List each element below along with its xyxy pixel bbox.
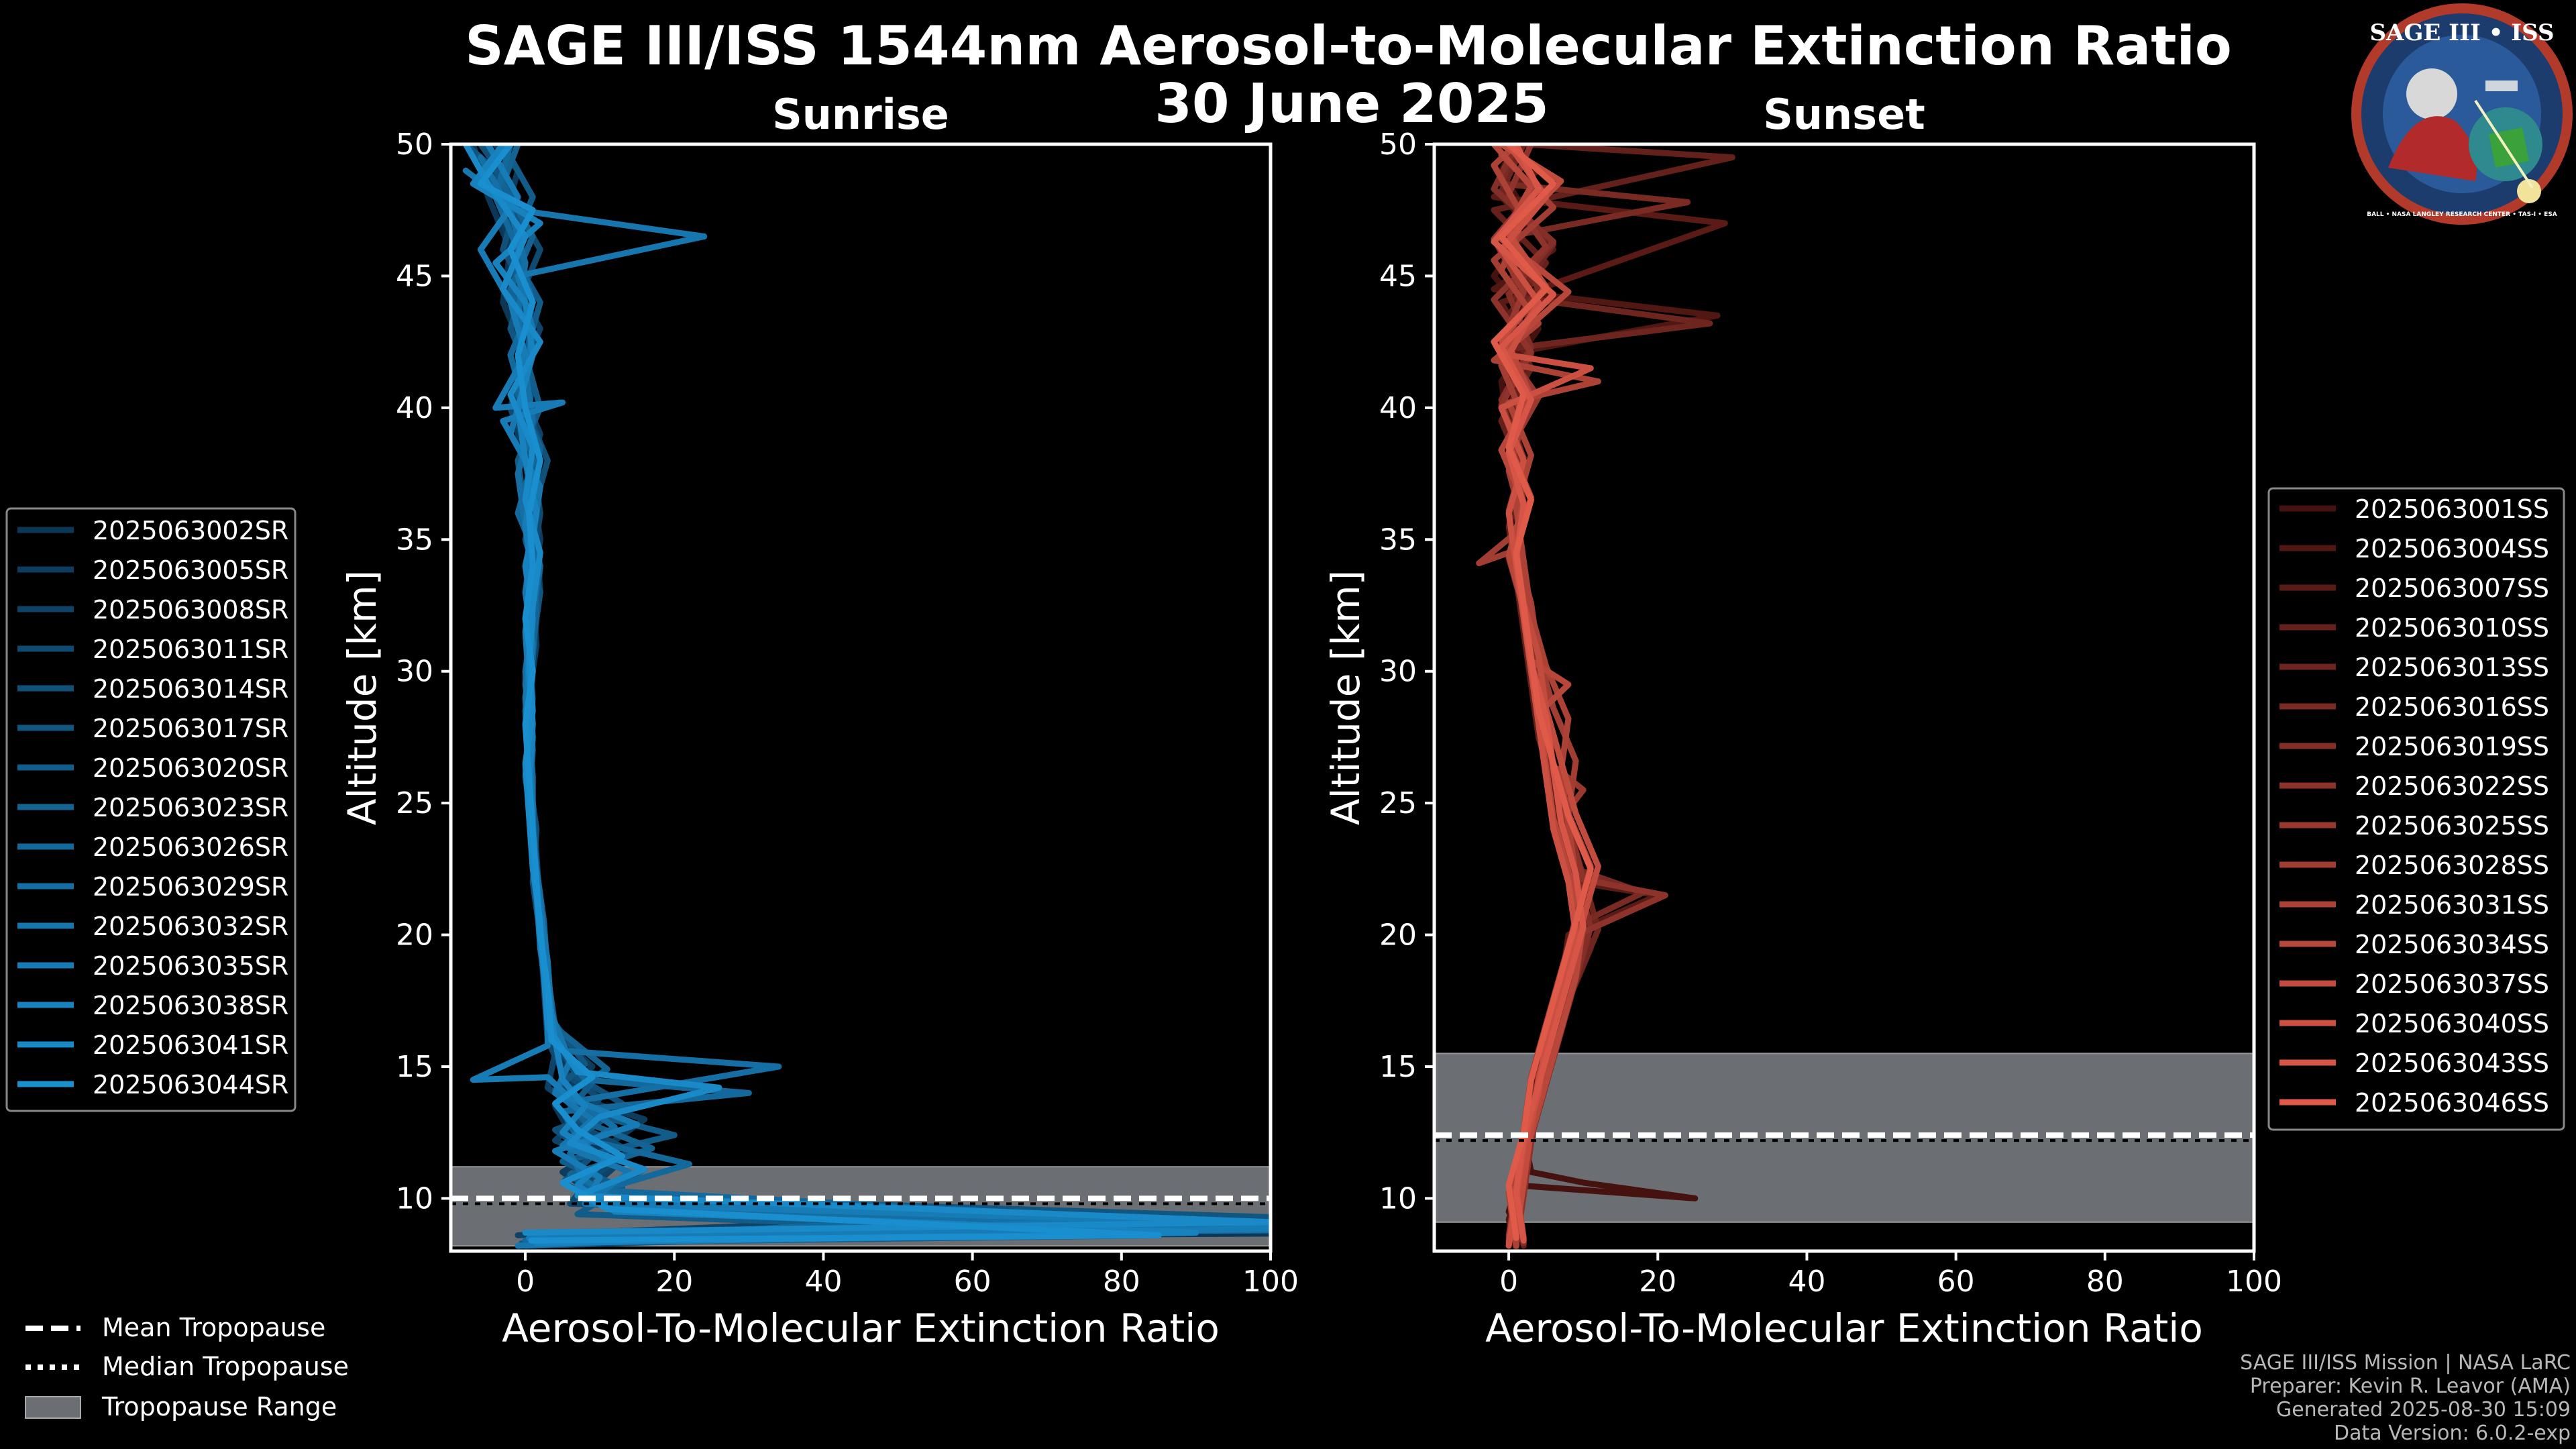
sunrise-legend: 2025063002SR 2025063005SR 2025063008SR 2025… <box>5 507 297 1112</box>
sunrise-legend-label: 2025063014SR <box>93 674 288 704</box>
sunrise-legend-label: 2025063023SR <box>93 793 288 822</box>
sunrise-legend-label: 2025063041SR <box>93 1030 288 1060</box>
sunset-xtick-label: 0 <box>1499 1265 1518 1299</box>
tropopause-range-label: Tropopause Range <box>101 1392 337 1421</box>
sunset-xtick-label: 100 <box>2226 1265 2282 1299</box>
mean-tropopause-label: Mean Tropopause <box>102 1313 325 1342</box>
sunset-ytick-label: 15 <box>1379 1050 1417 1084</box>
sunrise-ylabel: Altitude [km] <box>339 570 385 825</box>
sunset-legend-label: 2025063010SS <box>2355 613 2549 643</box>
sunrise-xtick-label: 60 <box>954 1265 991 1299</box>
sunrise-ytick-label: 15 <box>396 1050 433 1084</box>
sunset-legend-label: 2025063037SS <box>2355 969 2549 999</box>
sunset-ytick-label: 10 <box>1379 1181 1417 1216</box>
sunrise-plot-area <box>451 144 1271 1251</box>
sunrise-legend-label: 2025063044SR <box>93 1070 288 1099</box>
sunrise-legend-label: 2025063032SR <box>93 912 288 941</box>
sunrise-panel-title: Sunrise <box>772 90 949 139</box>
sunrise-xlabel: Aerosol-To-Molecular Extinction Ratio <box>502 1305 1220 1351</box>
figure-title: SAGE III/ISS 1544nm Aerosol-to-Molecular… <box>465 15 2232 77</box>
sunrise-xtick-label: 0 <box>516 1265 535 1299</box>
median-tropopause-label: Median Tropopause <box>102 1352 349 1381</box>
sunrise-legend-label: 2025063020SR <box>93 753 288 783</box>
sunset-ytick-label: 20 <box>1379 918 1417 953</box>
figure-date: 30 June 2025 <box>1155 72 1549 135</box>
sunset-ylabel: Altitude [km] <box>1323 570 1368 825</box>
sunset-series-2025063034SS <box>1491 144 1587 1246</box>
sunrise-ytick-label: 45 <box>396 259 433 293</box>
sunrise-legend-label: 2025063017SR <box>93 714 288 743</box>
credits-preparer: Preparer: Kevin R. Leavor (AMA) <box>2249 1375 2571 1398</box>
logo-ring-text: BALL • NASA LANGLEY RESEARCH CENTER • TA… <box>2367 211 2557 218</box>
sunrise-legend-label: 2025063029SR <box>93 872 288 902</box>
credits-mission: SAGE III/ISS Mission | NASA LaRC <box>2240 1351 2571 1375</box>
sunrise-ytick-label: 20 <box>396 918 433 953</box>
sunset-legend-label: 2025063022SS <box>2355 771 2549 801</box>
sunset-ytick-label: 50 <box>1379 127 1417 162</box>
sunset-ytick-label: 40 <box>1379 391 1417 425</box>
sunrise-legend-label: 2025063035SR <box>93 951 288 981</box>
sunrise-series-2025063044SR <box>477 144 1162 1244</box>
sunset-legend-label: 2025063007SS <box>2355 574 2549 603</box>
sunset-legend-label: 2025063034SS <box>2355 930 2549 959</box>
sunrise-xtick-label: 80 <box>1103 1265 1140 1299</box>
sunset-ytick-label: 35 <box>1379 523 1417 557</box>
sunrise-xtick-label: 20 <box>655 1265 693 1299</box>
sunrise-legend-label: 2025063008SR <box>93 595 288 625</box>
sunset-xtick-label: 60 <box>1937 1265 1975 1299</box>
sunset-panel-title: Sunset <box>1763 90 1925 139</box>
sunset-xlabel: Aerosol-To-Molecular Extinction Ratio <box>1485 1305 2203 1351</box>
sunrise-legend-label: 2025063038SR <box>93 991 288 1020</box>
sunrise-legend-label: 2025063002SR <box>93 516 288 545</box>
sunset-legend-label: 2025063046SS <box>2355 1088 2549 1118</box>
sunset-legend-label: 2025063013SS <box>2355 653 2549 682</box>
sunrise-ytick-label: 30 <box>396 655 433 689</box>
sunset-legend-label: 2025063004SS <box>2355 534 2549 564</box>
sunset-legend-label: 2025063025SS <box>2355 811 2549 841</box>
sunset-xtick-label: 20 <box>1639 1265 1676 1299</box>
sunrise-ytick-label: 10 <box>396 1181 433 1216</box>
sunset-legend-label: 2025063043SS <box>2355 1049 2549 1078</box>
sunrise-legend-label: 2025063011SR <box>93 635 288 664</box>
sunrise-ytick-label: 50 <box>396 127 433 162</box>
sunset-legend-label: 2025063040SS <box>2355 1009 2549 1038</box>
sunrise-ytick-label: 40 <box>396 391 433 425</box>
sage-mission-logo: SAGE III • ISS BALL • NASA LANGLEY RESEA… <box>2351 3 2573 225</box>
sunrise-xtick-label: 40 <box>804 1265 842 1299</box>
credits-version: Data Version: 6.0.2-exp <box>2333 1421 2571 1445</box>
credits-block: SAGE III/ISS Mission | NASA LaRC Prepare… <box>2240 1351 2571 1445</box>
sunset-xtick-label: 40 <box>1788 1265 1825 1299</box>
sunset-legend-label: 2025063028SS <box>2355 851 2549 880</box>
sunrise-legend-label: 2025063005SR <box>93 555 288 585</box>
sunset-series-2025063046SS <box>1491 144 1594 1241</box>
sunset-ytick-label: 30 <box>1379 655 1417 689</box>
sunset-ytick-label: 45 <box>1379 259 1417 293</box>
sunset-panel: 0 20 40 60 80 100 10 15 20 25 30 35 40 45 50 Aerosol-T… <box>1323 127 2282 1351</box>
sunrise-legend-label: 2025063026SR <box>93 833 288 862</box>
sunset-xtick-label: 80 <box>2086 1265 2124 1299</box>
sunset-legend-label: 2025063016SS <box>2355 692 2549 722</box>
sunrise-axes-frame <box>449 142 1273 1253</box>
sunset-axes-frame <box>1432 142 2256 1253</box>
credits-generated: Generated 2025-08-30 15:09 <box>2275 1398 2571 1421</box>
sunset-legend: 2025063001SS 2025063004SS 2025063007SS 2025… <box>2267 487 2565 1131</box>
logo-title: SAGE III • ISS <box>2369 19 2554 46</box>
sunset-ytick-label: 25 <box>1379 786 1417 820</box>
tropopause-legend: Mean Tropopause Median Tropopause Tropop… <box>25 1313 349 1421</box>
sunset-legend-label: 2025063001SS <box>2355 494 2549 524</box>
sunrise-xtick-label: 100 <box>1242 1265 1299 1299</box>
sunrise-ytick-label: 25 <box>396 786 433 820</box>
tropopause-range-swatch <box>25 1396 81 1419</box>
sunrise-panel: 0 20 40 60 80 100 10 15 20 25 30 35 40 45 50 Aerosol-T… <box>339 127 1299 1351</box>
sunset-legend-label: 2025063019SS <box>2355 732 2549 761</box>
sunset-legend-label: 2025063031SS <box>2355 890 2549 920</box>
sunrise-ytick-label: 35 <box>396 523 433 557</box>
